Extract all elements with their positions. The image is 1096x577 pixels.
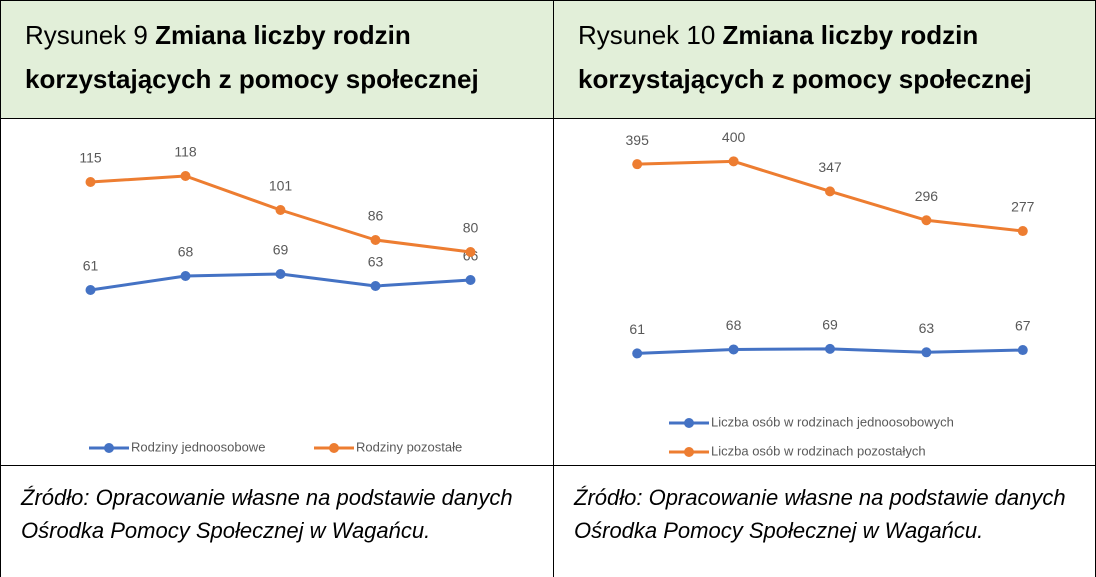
point	[85, 177, 96, 187]
point	[370, 281, 381, 291]
point	[275, 269, 286, 279]
legend-marker	[684, 418, 694, 428]
chart-cell: 61 68 69 63 67 Liczba osób w rodzinach jednoo…	[553, 118, 1096, 466]
caption-prefix: Rysunek 9	[25, 20, 148, 50]
data-label: 118	[174, 144, 197, 160]
data-label: 69	[273, 242, 289, 258]
data-label: 115	[79, 150, 102, 166]
data-label: 61	[83, 258, 99, 274]
data-label: 68	[178, 244, 194, 260]
point	[1017, 345, 1028, 356]
chart: 61 68 69 63 67 Liczba osób w rodzinach jednoo…	[626, 129, 1035, 458]
point	[921, 215, 932, 226]
data-label: 67	[1015, 318, 1031, 334]
data-label: 69	[822, 317, 838, 333]
legend-marker	[329, 443, 339, 453]
source-note: Źródło: Opracowanie własne na podstawie …	[0, 465, 554, 577]
point	[632, 348, 643, 359]
legend-label: Liczba osób w rodzinach pozostałych	[711, 443, 926, 458]
point	[85, 285, 96, 295]
data-label: 68	[726, 317, 742, 333]
point	[728, 156, 739, 167]
data-label: 296	[915, 188, 939, 204]
data-label: 86	[368, 208, 384, 224]
point	[180, 271, 191, 281]
data-label: 61	[629, 321, 645, 337]
point	[825, 343, 835, 354]
data-label: 395	[626, 132, 650, 148]
data-label: 80	[463, 220, 479, 236]
data-label: 101	[269, 178, 293, 194]
point	[465, 247, 476, 257]
data-label: 63	[368, 254, 384, 270]
legend-marker	[104, 443, 114, 453]
caption-title: Zmiana liczby rodzin korzystających z po…	[578, 20, 1032, 94]
caption-prefix: Rysunek 10	[578, 20, 716, 50]
legend-label: Rodziny pozostałe	[356, 439, 462, 454]
caption-title: Zmiana liczby rodzin korzystających z po…	[25, 20, 479, 94]
data-label: 400	[722, 129, 746, 145]
caption: Rysunek 9 Zmiana liczby rodzin korzystaj…	[0, 0, 554, 119]
point	[632, 159, 643, 170]
chart: 6168696366Rodziny jednoosobowe1151181018…	[79, 144, 479, 455]
legend-marker	[684, 447, 694, 457]
point	[275, 205, 286, 215]
point	[825, 186, 835, 197]
data-label: 63	[919, 320, 935, 336]
chart-cell: 6168696366Rodziny jednoosobowe1151181018…	[0, 118, 554, 466]
data-label: 277	[1011, 199, 1035, 215]
caption: Rysunek 10 Zmiana liczby rodzin korzysta…	[553, 0, 1096, 119]
point	[921, 347, 932, 358]
point	[465, 275, 476, 285]
source-note: Źródło: Opracowanie własne na podstawie …	[553, 465, 1096, 577]
point	[370, 235, 381, 245]
point	[180, 171, 191, 181]
data-label: 347	[818, 159, 842, 175]
legend-label: Liczba osób w rodzinach jednoosobowych	[711, 414, 954, 429]
legend-label: Rodziny jednoosobowe	[131, 439, 265, 454]
point	[1017, 226, 1028, 237]
point	[728, 344, 739, 355]
